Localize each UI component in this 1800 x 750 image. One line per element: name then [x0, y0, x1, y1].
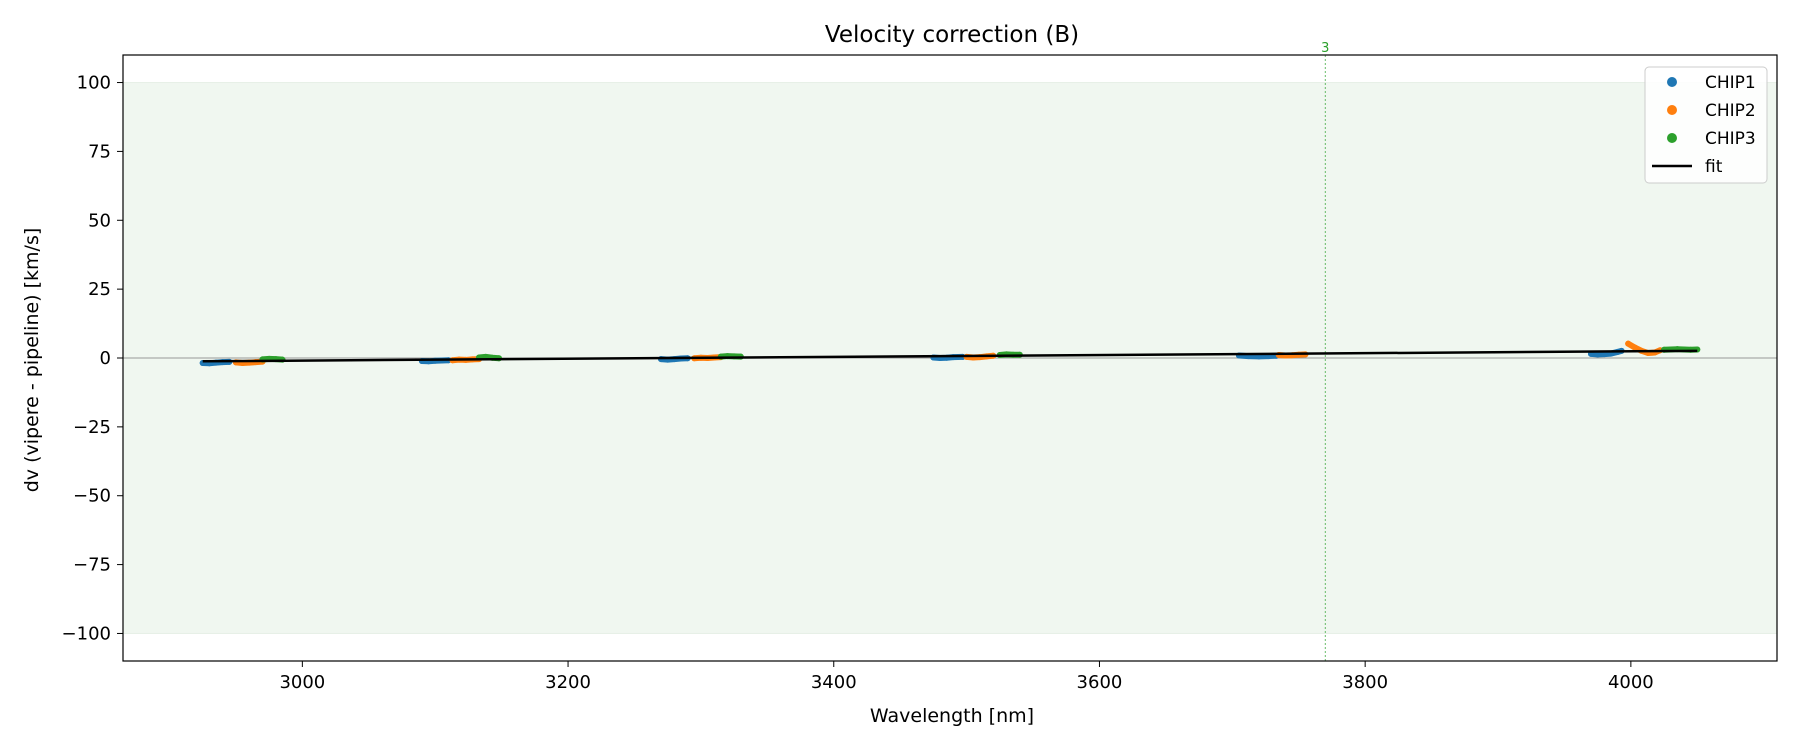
legend: CHIP1 CHIP2 CHIP3 fit	[1644, 66, 1768, 184]
vertical-marker-label: 3	[1321, 41, 1329, 56]
y-tick-label: 50	[88, 210, 111, 231]
chip2-point	[1631, 344, 1638, 351]
x-tick-label: 3800	[1342, 672, 1388, 693]
x-axis-label: Wavelength [nm]	[870, 705, 1034, 727]
x-tick-label: 4000	[1608, 672, 1654, 693]
y-tick-label: −100	[62, 623, 111, 644]
chip2-point	[1625, 340, 1632, 347]
legend-label-chip3: CHIP3	[1705, 129, 1756, 149]
y-tick-label: −25	[73, 417, 111, 438]
legend-box	[1644, 66, 1768, 184]
y-tick-label: 100	[77, 73, 111, 94]
y-axis: 100 75 50 25 0 −25 −50 −75 −100	[62, 73, 123, 644]
fit-line	[202, 349, 1698, 363]
y-tick-label: −75	[73, 555, 111, 576]
x-axis: 3000 3200 3400 3600 3800 4000	[279, 661, 1654, 693]
legend-label-chip1: CHIP1	[1705, 73, 1756, 93]
chip3-segment-0	[259, 355, 286, 363]
x-tick-label: 3200	[545, 672, 591, 693]
legend-marker-chip1	[1667, 77, 1677, 87]
x-tick-label: 3600	[1077, 672, 1123, 693]
legend-label-fit: fit	[1705, 157, 1723, 177]
y-tick-label: 25	[88, 279, 111, 300]
x-tick-label: 3000	[279, 672, 325, 693]
chip1-point	[1594, 351, 1601, 358]
legend-label-chip2: CHIP2	[1705, 101, 1756, 121]
chip3-segment-1	[476, 353, 502, 362]
y-axis-label: dv (vipere - pipeline) [km/s]	[21, 228, 43, 493]
plot-area: 3	[122, 41, 1778, 662]
legend-marker-chip3	[1667, 133, 1677, 143]
y-tick-label: 75	[88, 141, 111, 162]
legend-marker-chip2	[1667, 105, 1677, 115]
chart-title: Velocity correction (B)	[825, 22, 1079, 48]
y-tick-label: −50	[73, 486, 111, 507]
y-tick-label: 0	[100, 348, 111, 369]
x-tick-label: 3400	[811, 672, 857, 693]
